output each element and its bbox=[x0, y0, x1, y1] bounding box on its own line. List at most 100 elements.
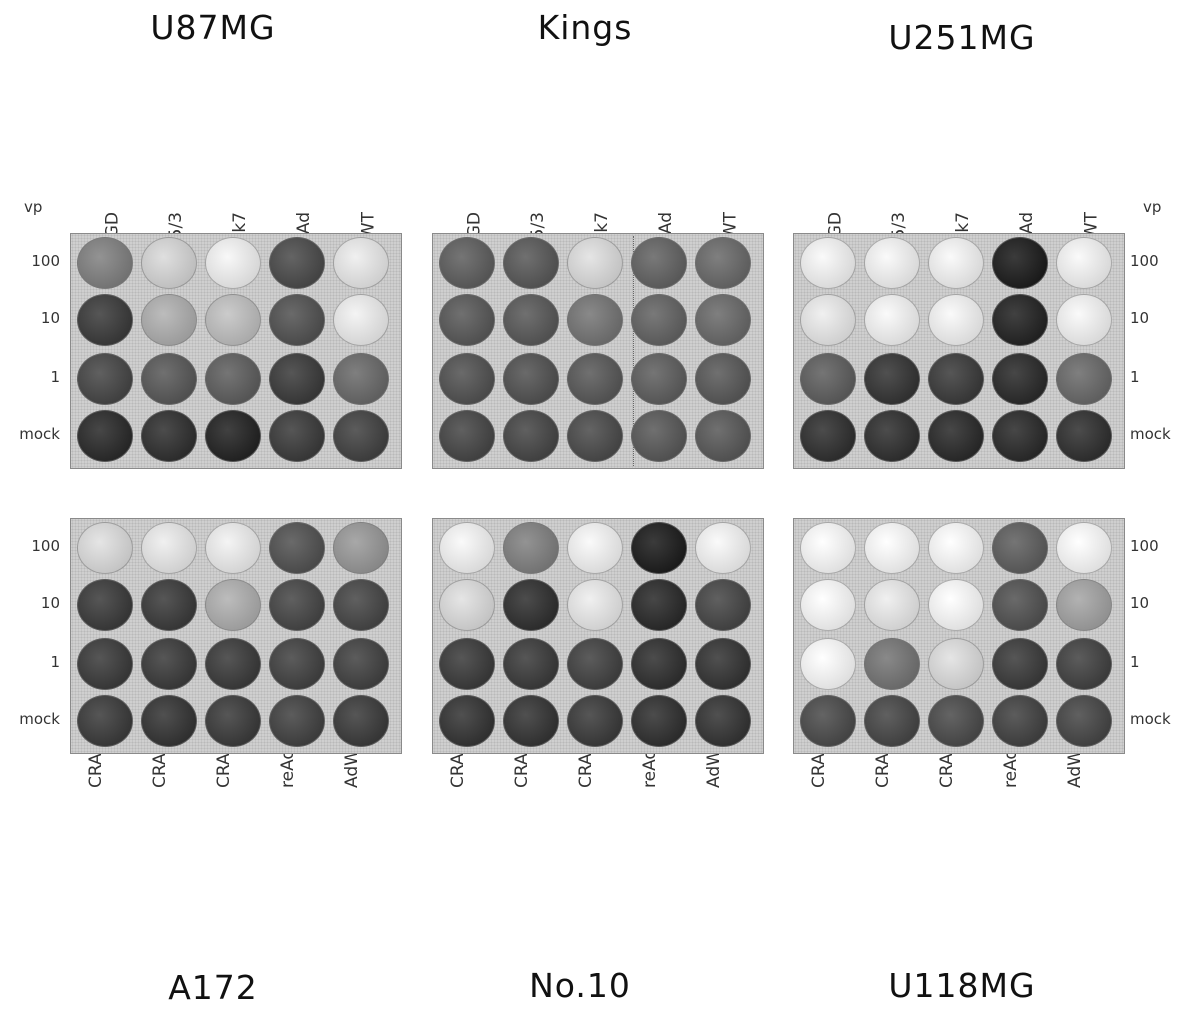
well bbox=[205, 410, 261, 462]
well bbox=[439, 522, 495, 574]
well bbox=[928, 237, 984, 289]
row-label: 100 bbox=[31, 537, 60, 555]
well bbox=[77, 579, 133, 631]
row-label: 1 bbox=[50, 653, 60, 671]
well bbox=[333, 353, 389, 405]
well bbox=[695, 294, 751, 346]
well bbox=[269, 695, 325, 747]
well bbox=[631, 353, 687, 405]
row-label: 1 bbox=[1130, 368, 1140, 386]
row-label: 100 bbox=[1130, 252, 1159, 270]
row-label: 10 bbox=[41, 594, 60, 612]
well bbox=[333, 695, 389, 747]
well bbox=[205, 638, 261, 690]
well bbox=[439, 695, 495, 747]
well bbox=[567, 410, 623, 462]
well bbox=[567, 237, 623, 289]
well bbox=[503, 522, 559, 574]
well bbox=[333, 522, 389, 574]
well bbox=[205, 294, 261, 346]
well bbox=[1056, 294, 1112, 346]
well bbox=[333, 410, 389, 462]
well bbox=[567, 522, 623, 574]
well bbox=[333, 237, 389, 289]
well bbox=[800, 695, 856, 747]
well bbox=[141, 353, 197, 405]
well bbox=[205, 579, 261, 631]
row-label: 1 bbox=[1130, 653, 1140, 671]
well bbox=[205, 695, 261, 747]
well bbox=[567, 353, 623, 405]
well bbox=[333, 294, 389, 346]
column-label-text: reAd bbox=[278, 749, 298, 788]
row-label: mock bbox=[1130, 425, 1171, 443]
well bbox=[205, 237, 261, 289]
row-label: 10 bbox=[1130, 309, 1149, 327]
row-label: 10 bbox=[1130, 594, 1149, 612]
plate-a172 bbox=[70, 518, 402, 754]
well bbox=[567, 579, 623, 631]
well bbox=[1056, 695, 1112, 747]
panel-title-a172: A172 bbox=[168, 968, 258, 1007]
well bbox=[439, 410, 495, 462]
well bbox=[800, 410, 856, 462]
well bbox=[928, 522, 984, 574]
well bbox=[333, 638, 389, 690]
well bbox=[695, 695, 751, 747]
row-label: 1 bbox=[50, 368, 60, 386]
well bbox=[1056, 353, 1112, 405]
well bbox=[269, 522, 325, 574]
well bbox=[141, 522, 197, 574]
well bbox=[77, 294, 133, 346]
well bbox=[269, 579, 325, 631]
well bbox=[928, 579, 984, 631]
well bbox=[141, 237, 197, 289]
well bbox=[800, 638, 856, 690]
well bbox=[631, 410, 687, 462]
row-label: 10 bbox=[41, 309, 60, 327]
well bbox=[1056, 638, 1112, 690]
well bbox=[1056, 410, 1112, 462]
well bbox=[992, 579, 1048, 631]
well bbox=[567, 294, 623, 346]
panel-title-u87mg: U87MG bbox=[150, 8, 275, 47]
well bbox=[269, 410, 325, 462]
column-label-text: reAd bbox=[640, 749, 660, 788]
well bbox=[631, 695, 687, 747]
well bbox=[800, 237, 856, 289]
row-label: 100 bbox=[1130, 537, 1159, 555]
well bbox=[864, 695, 920, 747]
well bbox=[269, 353, 325, 405]
well bbox=[205, 522, 261, 574]
well bbox=[77, 695, 133, 747]
vp-label-right: vp bbox=[1143, 198, 1161, 216]
well bbox=[439, 237, 495, 289]
well bbox=[1056, 579, 1112, 631]
well bbox=[928, 638, 984, 690]
well bbox=[141, 410, 197, 462]
plate-u118mg bbox=[793, 518, 1125, 754]
plate-no10 bbox=[432, 518, 764, 754]
row-label: mock bbox=[19, 710, 60, 728]
well bbox=[503, 237, 559, 289]
well bbox=[928, 353, 984, 405]
well bbox=[503, 353, 559, 405]
well bbox=[631, 522, 687, 574]
well bbox=[992, 410, 1048, 462]
well bbox=[269, 237, 325, 289]
well bbox=[800, 579, 856, 631]
well bbox=[77, 410, 133, 462]
well bbox=[864, 410, 920, 462]
well bbox=[695, 522, 751, 574]
well bbox=[864, 638, 920, 690]
well bbox=[1056, 522, 1112, 574]
well bbox=[141, 579, 197, 631]
well bbox=[695, 638, 751, 690]
well bbox=[800, 294, 856, 346]
well bbox=[333, 579, 389, 631]
well bbox=[439, 353, 495, 405]
well bbox=[864, 353, 920, 405]
vp-label-left: vp bbox=[24, 198, 42, 216]
well bbox=[928, 695, 984, 747]
well bbox=[800, 353, 856, 405]
